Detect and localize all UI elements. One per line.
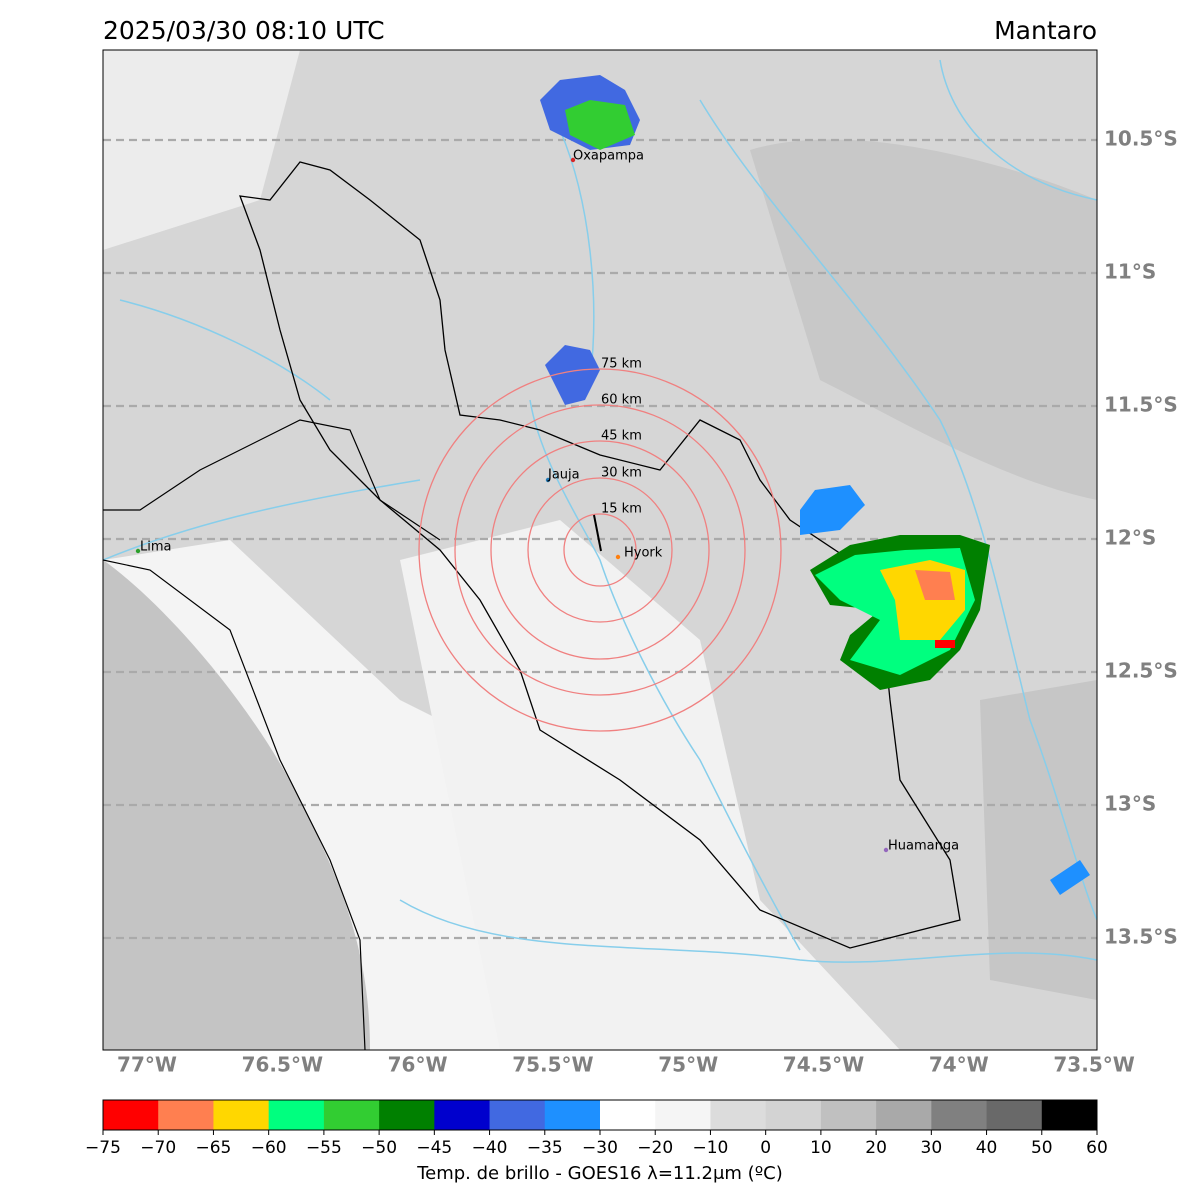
cloud-region [750, 139, 1097, 500]
lat-label: 13°S [1104, 792, 1156, 816]
colorbar-segment [158, 1100, 214, 1130]
colorbar-segment [434, 1100, 491, 1130]
colorbar-segment [323, 1100, 380, 1130]
colorbar-label: Temp. de brillo - GOES16 λ=11.2μm (ºC) [416, 1163, 783, 1184]
colorbar-tick-label: −50 [361, 1138, 397, 1158]
lon-label: 74°W [929, 1053, 989, 1077]
colorbar-segment [213, 1100, 270, 1130]
city-label: Oxapampa [573, 149, 644, 164]
city-label: Lima [140, 540, 171, 555]
city-label: Hyork [624, 546, 663, 561]
colorbar-tick-label: 30 [921, 1138, 943, 1158]
lon-label: 75°W [658, 1053, 718, 1077]
lat-label: 11.5°S [1104, 393, 1178, 417]
city-marker [883, 847, 889, 853]
colorbar-tick-label: 50 [1031, 1138, 1053, 1158]
colorbar-tick-label: −40 [472, 1138, 508, 1158]
colorbar-segment [379, 1100, 435, 1130]
lat-label: 10.5°S [1104, 127, 1178, 151]
colorbar-tick-label: 20 [865, 1138, 887, 1158]
map-area [103, 50, 1097, 1050]
colorbar-tick-label: −55 [306, 1138, 342, 1158]
lon-label: 77°W [117, 1053, 177, 1077]
colorbar-tick-label: −35 [527, 1138, 563, 1158]
lon-label: 75.5°W [512, 1053, 593, 1077]
lat-label: 12.5°S [1104, 659, 1178, 683]
colorbar-tick-label: 0 [760, 1138, 771, 1158]
colorbar-segment [710, 1100, 767, 1130]
lat-label: 13.5°S [1104, 925, 1178, 949]
city-marker [570, 157, 576, 163]
ring-label: 60 km [601, 393, 642, 408]
convective-cells [540, 75, 1090, 895]
range-rings [418, 368, 782, 732]
cloud-region [103, 50, 300, 250]
colorbar-tick-label: 10 [810, 1138, 832, 1158]
datetime-title: 2025/03/30 08:10 UTC [103, 16, 385, 45]
colorbar-tick-label: 40 [976, 1138, 998, 1158]
colorbar-segment [986, 1100, 1043, 1130]
lon-label: 76°W [388, 1053, 448, 1077]
lon-label: 74.5°W [783, 1053, 864, 1077]
colorbar-tick-label: −65 [195, 1138, 231, 1158]
city-marker [545, 477, 551, 483]
colorbar-segment [544, 1100, 601, 1130]
lon-label: 73.5°W [1053, 1053, 1134, 1077]
colorbar-segment [1041, 1100, 1098, 1130]
colorbar-segment [655, 1100, 711, 1130]
colorbar-segment [103, 1100, 159, 1130]
colorbar-segment [931, 1100, 988, 1130]
lat-label: 11°S [1104, 260, 1156, 284]
direction-line [593, 514, 602, 552]
lat-label: 12°S [1104, 526, 1156, 550]
ring-label: 30 km [601, 466, 642, 481]
colorbar-segment [876, 1100, 932, 1130]
ring-label: 45 km [601, 429, 642, 444]
city-marker [615, 554, 621, 560]
colorbar-tick-label: −75 [85, 1138, 121, 1158]
colorbar-tick-label: −45 [416, 1138, 452, 1158]
dynamic-layer: 10.5°S 11°S 11.5°S 12°S 12.5°S 13°S 13.5°S 77°W… [85, 127, 1178, 1185]
colorbar-tick-label: −10 [692, 1138, 728, 1158]
colorbar-tick-label: 60 [1086, 1138, 1108, 1158]
ring-label: 15 km [601, 502, 642, 517]
borders-coast [103, 419, 441, 1050]
colorbar-segment [820, 1100, 877, 1130]
cloud-region [980, 680, 1097, 1000]
colorbar-segment [489, 1100, 546, 1130]
colorbar-tick-label: −30 [582, 1138, 618, 1158]
rivers [103, 59, 1097, 963]
warm-region [400, 520, 900, 1050]
colorbar-segment [765, 1100, 822, 1130]
lon-label: 76.5°W [242, 1053, 323, 1077]
region-title: Mantaro [994, 16, 1097, 45]
colorbar-tick-label: −60 [251, 1138, 287, 1158]
ring-label: 75 km [601, 357, 642, 372]
colorbar-tick-label: −20 [637, 1138, 673, 1158]
colorbar-segment [600, 1100, 656, 1130]
city-marker [135, 548, 141, 554]
colorbar-segment [268, 1100, 325, 1130]
city-label: Huamanga [888, 839, 959, 854]
colorbar-tick-label: −70 [140, 1138, 176, 1158]
map-frame [102, 49, 1098, 1051]
city-label: Jauja [547, 468, 580, 483]
